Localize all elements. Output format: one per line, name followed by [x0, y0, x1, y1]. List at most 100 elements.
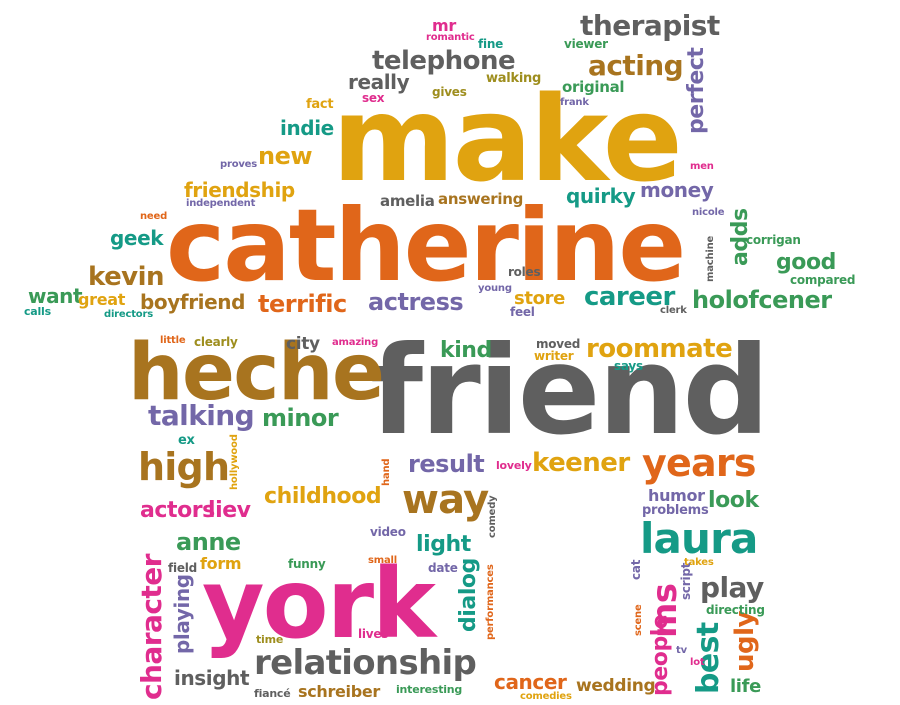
word-schreiber: schreiber: [298, 682, 380, 701]
word-writer: writer: [534, 349, 574, 363]
word-laura: laura: [640, 514, 758, 563]
word-result: result: [408, 450, 485, 478]
word-years: years: [642, 441, 757, 485]
word-roommate: roommate: [586, 334, 733, 364]
word-make: make: [332, 70, 683, 208]
word-script: script: [679, 562, 693, 600]
word-ex: ex: [178, 433, 195, 448]
word-machine: machine: [705, 235, 716, 282]
word-takes: takes: [684, 557, 714, 568]
word-friend: friend: [370, 320, 770, 462]
word-keener: keener: [532, 448, 630, 478]
word-date: date: [428, 561, 458, 575]
word-want: want: [28, 284, 83, 308]
word-fact: fact: [306, 97, 334, 112]
word-playing: playing: [170, 574, 194, 654]
word-light: light: [416, 532, 471, 557]
word-wedding: wedding: [576, 676, 656, 696]
word-time: time: [256, 633, 284, 646]
word-heche: heche: [128, 328, 385, 418]
word-kevin: kevin: [88, 262, 165, 292]
word-directors: directors: [104, 309, 153, 320]
word-good: good: [776, 250, 836, 275]
word-directing: directing: [706, 603, 765, 617]
word-relationship: relationship: [254, 643, 477, 683]
word-compared: compared: [790, 273, 856, 287]
word-independent: independent: [186, 198, 256, 209]
word-performances: performances: [485, 564, 496, 640]
word-form: form: [200, 554, 242, 573]
word-funny: funny: [288, 557, 326, 571]
word-amazing: amazing: [332, 337, 379, 348]
word-gives: gives: [432, 85, 467, 99]
word-cat: cat: [629, 559, 643, 580]
word-insight: insight: [174, 666, 250, 690]
word-interesting: interesting: [396, 683, 463, 696]
word-humor: humor: [648, 486, 705, 505]
word-clerk: clerk: [660, 305, 687, 316]
word-lovely: lovely: [496, 459, 532, 472]
word-fiance: fiancé: [254, 687, 291, 700]
word-minor: minor: [262, 404, 339, 432]
word-boyfriend: boyfriend: [140, 290, 246, 314]
word-great: great: [78, 290, 126, 309]
word-telephone: telephone: [372, 46, 516, 76]
word-terrific: terrific: [258, 290, 347, 318]
word-nicole: nicole: [692, 207, 725, 218]
word-little: little: [160, 335, 186, 346]
word-lot: lot: [690, 657, 705, 668]
word-new: new: [258, 142, 313, 170]
word-childhood: childhood: [264, 484, 382, 509]
word-life: life: [730, 676, 761, 697]
word-corrigan: corrigan: [746, 233, 801, 247]
word-character: character: [135, 554, 168, 700]
word-cancer: cancer: [494, 670, 567, 694]
word-fine: fine: [478, 37, 504, 51]
word-quirky: quirky: [566, 184, 636, 208]
word-dialog: dialog: [456, 558, 481, 632]
word-need: need: [140, 211, 168, 222]
word-feel: feel: [510, 305, 535, 319]
word-young: young: [478, 283, 512, 294]
word-frank: frank: [560, 97, 589, 108]
word-actress: actress: [368, 288, 464, 316]
word-play: play: [700, 571, 764, 604]
word-roles: roles: [508, 265, 541, 279]
word-viewer: viewer: [564, 37, 608, 51]
word-comedies: comedies: [520, 691, 572, 702]
word-look: look: [708, 488, 759, 513]
word-indie: indie: [280, 116, 334, 140]
word-catherine: catherine: [166, 187, 686, 304]
word-really: really: [348, 70, 410, 94]
word-problems: problems: [642, 503, 709, 518]
word-store: store: [514, 288, 565, 309]
word-high: high: [138, 445, 230, 489]
word-anne: anne: [176, 528, 241, 556]
word-field: field: [168, 561, 197, 575]
word-acting: acting: [588, 49, 684, 82]
word-calls: calls: [24, 305, 51, 318]
word-says: says: [614, 359, 643, 373]
word-hollywood: hollywood: [229, 434, 240, 490]
word-talking: talking: [148, 399, 255, 432]
word-romantic: romantic: [426, 32, 475, 43]
word-video: video: [370, 525, 406, 539]
word-original: original: [562, 78, 625, 96]
word-scene: scene: [633, 604, 644, 636]
word-proves: proves: [220, 159, 258, 170]
word-holofcener: holofcener: [692, 286, 832, 314]
word-clearly: clearly: [194, 335, 238, 349]
word-career: career: [584, 282, 675, 312]
word-way: way: [402, 477, 489, 523]
word-therapist: therapist: [580, 9, 720, 42]
word-hand: hand: [381, 458, 392, 486]
word-small: small: [368, 555, 397, 566]
word-walking: walking: [486, 71, 542, 86]
word-mr: mr: [432, 16, 456, 35]
word-geek: geek: [110, 226, 164, 250]
word-moved: moved: [536, 337, 581, 351]
word-york: york: [202, 548, 436, 660]
word-men: men: [690, 161, 714, 172]
word-perfect: perfect: [684, 47, 709, 135]
